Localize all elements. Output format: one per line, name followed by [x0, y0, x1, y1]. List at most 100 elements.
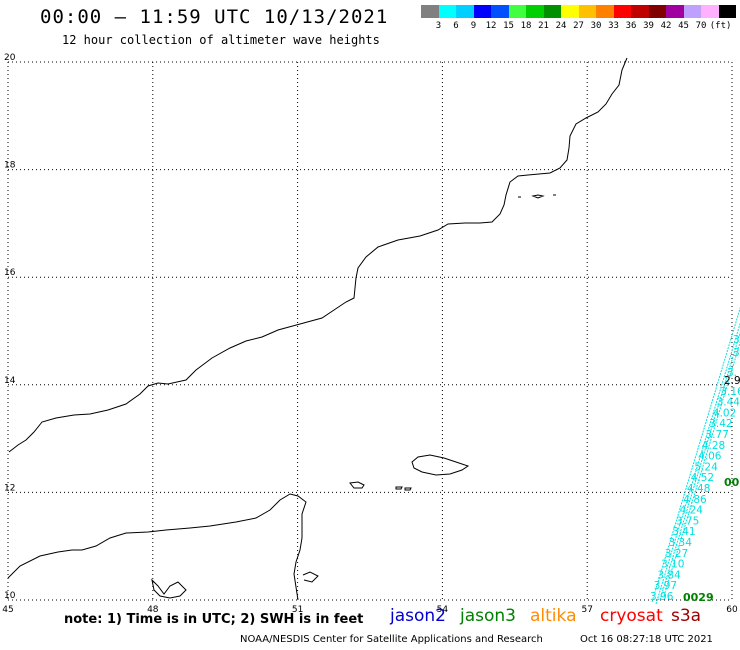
lat-tick-label: 16	[4, 268, 16, 278]
islet-samha	[395, 486, 403, 490]
color-swatch	[701, 5, 719, 18]
color-swatch	[718, 5, 736, 18]
page-subtitle: 12 hour collection of altimeter wave hei…	[62, 33, 380, 47]
track-line	[659, 331, 740, 601]
track-value-label: 3.16	[720, 386, 740, 398]
color-swatch	[666, 5, 684, 18]
color-swatch	[648, 5, 666, 18]
color-swatch	[508, 5, 526, 18]
color-swatch	[613, 5, 631, 18]
color-swatch	[421, 5, 439, 18]
track-value-fragment: 3	[733, 347, 740, 359]
track-value-fragment: 3	[733, 334, 740, 346]
map-grid	[7, 61, 733, 601]
track-value-label: 4.28	[702, 440, 725, 452]
track-line	[663, 340, 740, 597]
satellite-label-altika: altika	[530, 606, 577, 626]
color-scale-label: 9	[470, 21, 477, 31]
track-value-label: 3.77	[706, 429, 729, 441]
wave-height-color-scale	[421, 5, 736, 18]
color-swatch	[561, 5, 579, 18]
color-scale-label: 3	[435, 21, 442, 31]
color-scale-label: 18	[520, 21, 532, 31]
color-swatch	[631, 5, 649, 18]
satellite-label-cryosat: cryosat	[600, 606, 663, 626]
island-abd-al-kuri	[349, 481, 365, 489]
color-swatch	[491, 5, 509, 18]
page-title: 00:00 — 11:59 UTC 10/13/2021	[40, 6, 389, 28]
islet-kuria-muria	[518, 194, 556, 199]
color-swatch	[596, 5, 614, 18]
track-value-label: 3.27	[665, 548, 688, 560]
track-value-label: 5.24	[694, 461, 718, 473]
satellite-label-jason2: jason2	[390, 606, 446, 626]
lake-shapes	[151, 578, 187, 599]
color-swatch	[543, 5, 561, 18]
color-scale-label: 6	[453, 21, 459, 31]
color-scale-label: 21	[538, 21, 549, 31]
lon-tick-label: 51	[292, 605, 303, 615]
color-scale-label: 36	[625, 21, 637, 31]
color-scale-labels: 3 6 9 12 15 18 21 24 27 30 33 36 39 42 45 70 (ft)	[421, 21, 732, 31]
color-swatch	[473, 5, 491, 18]
track-value-label: 3.84	[657, 569, 681, 581]
lon-tick-label: 48	[147, 605, 159, 615]
track-value-label: 4.48	[687, 483, 710, 495]
track-value-label: 4.02	[713, 407, 736, 419]
track-value-label: 4.24	[680, 505, 704, 517]
lat-tick-label: 12	[4, 483, 15, 493]
color-scale-label: 45	[678, 21, 689, 31]
axis-tick-labels: 45 48 51 54 57 60 20 18 16 14 12 10	[2, 53, 738, 615]
track-value-label: 3.41	[672, 526, 695, 538]
color-swatch	[438, 5, 456, 18]
coastline	[7, 57, 628, 601]
track-time-label: 0029	[683, 591, 714, 604]
credit-text: NOAA/NESDIS Center for Satellite Applica…	[240, 634, 543, 645]
color-swatch	[526, 5, 544, 18]
track-value-label: 4.52	[691, 472, 714, 484]
island-socotra	[411, 454, 470, 476]
islet-darsa	[404, 487, 412, 491]
lat-tick-label: 14	[4, 376, 16, 386]
track-value-label: 3.44	[717, 397, 740, 409]
track-value-label: 3.34	[669, 537, 693, 549]
color-swatch	[456, 5, 474, 18]
track-time-label: 00	[724, 476, 740, 489]
color-scale-label: 15	[503, 21, 514, 31]
lon-tick-label: 54	[437, 605, 449, 615]
lon-tick-label: 60	[726, 605, 738, 615]
color-scale-label: 30	[590, 21, 602, 31]
satellite-label-jason3: jason3	[460, 606, 516, 626]
color-scale-label: 42	[660, 21, 672, 31]
track-value-fragment: 3.	[727, 367, 737, 379]
color-swatch	[683, 5, 701, 18]
lat-tick-label: 20	[4, 53, 16, 63]
lon-tick-label: 57	[581, 605, 592, 615]
color-scale-label: 24	[555, 21, 567, 31]
lat-tick-label: 18	[4, 161, 16, 171]
track-value-label: 3.75	[676, 515, 699, 527]
track-value-label: 2.9	[724, 375, 740, 387]
track-line	[651, 306, 740, 603]
color-scale-label: 33	[608, 21, 619, 31]
credit-timestamp: Oct 16 08:27:18 UTC 2021	[580, 634, 713, 645]
track-value-label: 3.42	[709, 418, 732, 430]
color-swatch	[578, 5, 596, 18]
track-value-label: 3.96	[650, 591, 674, 603]
color-scale-label: (ft)	[709, 21, 732, 31]
track-value-label: 4.06	[698, 451, 722, 463]
altimeter-track: 3.963.973.843.103.273.343.413.754.244.86…	[650, 306, 740, 605]
track-value-label: 3.97	[654, 580, 677, 592]
satellite-label-s3a: s3a	[671, 606, 702, 626]
color-scale-label: 39	[643, 21, 654, 31]
coastline-arabia	[8, 57, 628, 453]
color-scale-label: 70	[695, 21, 707, 31]
footer-note: note: 1) Time is in UTC; 2) SWH is in fe…	[64, 612, 364, 627]
color-scale-label: 12	[485, 21, 497, 31]
lat-tick-label: 10	[4, 591, 16, 601]
track-value-label: 3.10	[661, 559, 684, 571]
lon-tick-label: 45	[2, 605, 13, 615]
coastline-horn-tip	[302, 571, 319, 583]
track-line	[655, 322, 740, 605]
